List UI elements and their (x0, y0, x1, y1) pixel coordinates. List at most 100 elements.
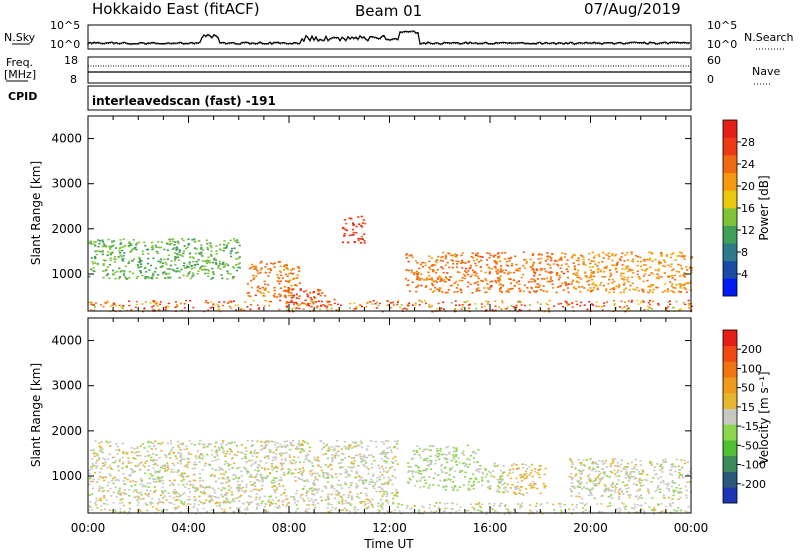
data-cell (407, 470, 411, 472)
data-cell (671, 480, 674, 482)
data-cell (524, 470, 528, 473)
data-cell (296, 508, 299, 510)
data-cell (574, 466, 577, 469)
data-cell (360, 235, 363, 238)
data-cell (453, 253, 456, 255)
data-cell (634, 506, 637, 508)
data-cell (211, 267, 214, 270)
data-cell (396, 495, 399, 497)
data-cell (291, 309, 294, 311)
data-cell (331, 459, 334, 461)
data-cell (155, 480, 158, 483)
data-cell (295, 297, 299, 299)
data-cell (611, 287, 614, 290)
data-cell (108, 245, 111, 248)
data-cell (147, 248, 150, 251)
data-cell (101, 476, 104, 479)
data-cell (523, 267, 526, 269)
data-cell (574, 475, 577, 477)
data-cell (589, 269, 592, 272)
data-cell (627, 494, 630, 496)
data-cell (455, 464, 458, 466)
data-cell (480, 503, 483, 505)
data-cell (317, 288, 320, 291)
data-cell (273, 441, 276, 443)
data-cell (494, 300, 497, 302)
data-cell (487, 301, 490, 303)
data-cell (499, 482, 502, 484)
data-cell (500, 265, 503, 267)
data-cell (122, 492, 125, 494)
data-cell (344, 468, 347, 471)
data-cell (441, 260, 444, 262)
data-cell (494, 261, 497, 264)
data-cell (582, 258, 585, 261)
data-cell (660, 276, 663, 278)
data-cell (468, 459, 471, 461)
data-cell (245, 450, 248, 452)
data-cell (425, 285, 428, 287)
data-cell (222, 243, 226, 246)
data-cell (236, 239, 239, 241)
data-cell (201, 492, 204, 495)
data-cell (307, 497, 310, 500)
data-cell (432, 477, 435, 479)
data-cell (578, 492, 581, 495)
data-cell (552, 503, 555, 506)
data-cell (473, 509, 476, 511)
data-cell (122, 480, 125, 482)
data-cell (522, 251, 525, 253)
data-cell (638, 489, 641, 491)
data-cell (462, 273, 465, 276)
data-cell (264, 266, 267, 268)
data-cell (184, 486, 187, 488)
data-cell (586, 276, 589, 279)
data-cell (466, 300, 469, 302)
data-cell (89, 477, 92, 480)
data-cell (374, 483, 377, 486)
data-cell (461, 277, 464, 279)
data-cell (534, 271, 537, 274)
data-cell (624, 301, 626, 303)
data-cell (579, 502, 582, 504)
data-cell (591, 289, 594, 292)
data-cell (632, 471, 635, 473)
data-cell (307, 459, 310, 462)
velocity-panel-frame (88, 318, 691, 513)
data-cell (137, 241, 141, 244)
data-cell (92, 303, 95, 306)
data-cell (535, 505, 538, 508)
data-cell (139, 477, 143, 480)
data-cell (206, 269, 209, 271)
data-cell (250, 501, 253, 503)
data-cell (88, 469, 91, 472)
data-cell (263, 468, 267, 471)
data-cell (319, 496, 322, 498)
data-cell (521, 466, 525, 469)
data-cell (358, 444, 361, 447)
data-cell (144, 244, 147, 247)
data-cell (517, 301, 520, 303)
data-cell (109, 248, 112, 250)
data-cell (294, 284, 297, 286)
data-cell (375, 490, 378, 493)
data-cell (350, 495, 353, 497)
data-cell (513, 486, 517, 488)
data-cell (88, 483, 91, 486)
data-cell (680, 252, 683, 254)
data-cell (250, 490, 253, 492)
data-cell (451, 466, 454, 469)
data-cell (337, 491, 340, 494)
data-cell (617, 286, 620, 289)
data-cell (642, 280, 645, 283)
data-cell (485, 291, 488, 293)
data-cell (662, 481, 665, 484)
data-cell (443, 280, 446, 283)
data-cell (218, 466, 221, 469)
data-cell (362, 222, 365, 224)
data-cell (257, 272, 260, 275)
data-cell (146, 494, 149, 496)
nsearch-tick-low: 10^0 (707, 38, 737, 51)
data-cell (306, 511, 309, 514)
data-cell (254, 294, 257, 297)
